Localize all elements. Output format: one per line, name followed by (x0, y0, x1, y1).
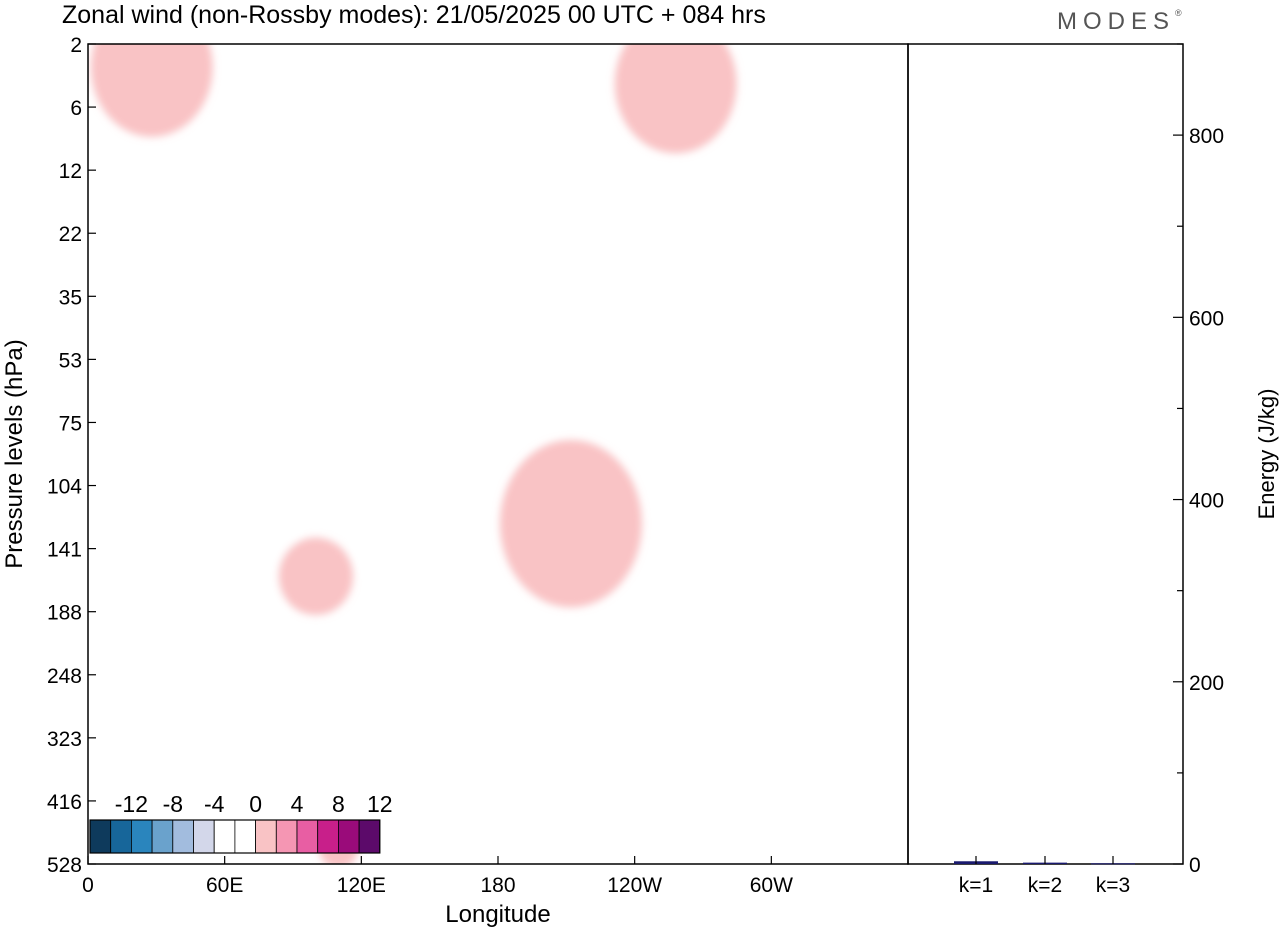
colorbar-swatch (234, 819, 256, 854)
x-tick-label: 180 (480, 874, 515, 897)
colorbar-swatch (213, 819, 236, 854)
x-tick-label: 60E (206, 874, 243, 897)
energy-tick-label: 200 (1189, 672, 1224, 695)
y-tick-label: 188 (47, 602, 82, 625)
energy-tick-label: 600 (1189, 307, 1224, 330)
colorbar-swatch (172, 819, 194, 854)
y-tick-label: 248 (47, 665, 82, 688)
heatmap-feature (492, 44, 595, 122)
colorbar-swatch (275, 819, 298, 854)
colorbar-label: 0 (249, 791, 262, 817)
y-axis: 2 6 12 22 35 53 75 104 141 188 248 323 416 528 (47, 34, 96, 877)
y-tick-label: 528 (47, 854, 82, 877)
energy-tick-label: 800 (1189, 125, 1224, 148)
colorbar-label: 8 (332, 791, 345, 817)
x-tick-label: 120W (607, 874, 662, 897)
y-tick-label: 416 (47, 791, 82, 814)
y-tick-label: 6 (70, 97, 82, 120)
energy-bars: k=1 k=2 k=3 (954, 856, 1135, 897)
y-tick-label: 35 (59, 286, 82, 309)
colorbar-swatch (317, 819, 339, 854)
colorbar: -12 -8 -4 0 4 8 12 (89, 791, 393, 854)
colorbar-label: -12 (115, 791, 148, 817)
logo-mark: ® (1175, 8, 1182, 18)
x-tick-label: 120E (337, 874, 386, 897)
energy-frame (907, 43, 1184, 865)
energy-tick-label: 0 (1189, 854, 1201, 877)
colorbar-label: 4 (291, 791, 304, 817)
energy-tick-label: 400 (1189, 490, 1224, 513)
logo-text: MODES (1057, 8, 1176, 35)
colorbar-label: 12 (367, 791, 393, 817)
colorbar-swatch (358, 819, 381, 854)
x-axis-label: Longitude (445, 901, 550, 928)
colorbar-swatch (193, 819, 215, 854)
y-tick-label: 12 (59, 160, 82, 183)
y-tick-label: 141 (47, 539, 82, 562)
heatmap-field (88, 44, 908, 864)
heatmap-feature (357, 463, 480, 601)
heatmap-feature (90, 44, 213, 137)
y-tick-label: 22 (59, 223, 82, 246)
x-tick-label: 0 (82, 874, 94, 897)
heatmap-feature (812, 592, 908, 703)
chart-title: Zonal wind (non-Rossby modes): 21/05/202… (62, 1, 766, 29)
colorbar-label: -8 (163, 791, 183, 817)
heatmap-feature (614, 44, 737, 154)
colorbar-label: -4 (204, 791, 225, 817)
colorbar-frame (89, 819, 381, 854)
energy-category-label: k=1 (959, 874, 993, 897)
modes-logo: MODES® (1057, 8, 1182, 36)
x-tick-label: 60W (750, 874, 793, 897)
heatmap-feature (499, 439, 642, 608)
energy-axis-label: Energy (J/kg) (1254, 389, 1279, 520)
colorbar-swatch (255, 819, 277, 854)
y-tick-label: 53 (59, 349, 82, 372)
colorbar-swatch (296, 819, 319, 854)
y-tick-label: 2 (70, 34, 82, 57)
colorbar-swatch (110, 819, 132, 854)
heatmap-feature (688, 476, 764, 554)
energy-category-label: k=2 (1028, 874, 1062, 897)
colorbar-swatch (151, 819, 174, 854)
y-tick-label: 323 (47, 728, 82, 751)
y-axis-label: Pressure levels (hPa) (1, 339, 28, 568)
heatmap-feature (278, 537, 354, 616)
y-tick-label: 75 (59, 412, 82, 435)
heatmap-feature (88, 460, 184, 570)
colorbar-swatch (337, 819, 360, 854)
energy-axis: 0 200 400 600 800 (1173, 43, 1224, 877)
y-tick-label: 104 (47, 476, 82, 499)
colorbar-swatch (89, 819, 112, 854)
colorbar-swatch (130, 819, 153, 854)
x-axis: 0 60E 120E 180 120W 60W (82, 856, 793, 897)
energy-category-label: k=3 (1096, 874, 1130, 897)
